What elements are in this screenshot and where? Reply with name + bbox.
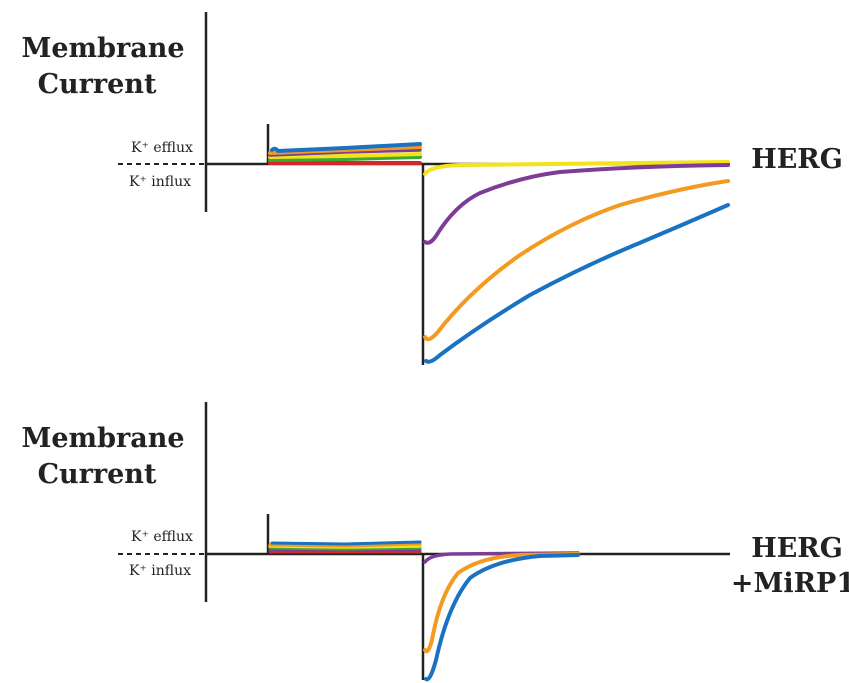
tail-trace-orange xyxy=(423,552,580,654)
step-trace-green xyxy=(268,155,422,162)
condition-label: HERG xyxy=(751,144,843,175)
condition-label-line1: HERG xyxy=(751,533,843,564)
step-trace-blue xyxy=(270,540,422,546)
tail-trace-purple xyxy=(423,163,730,245)
tail-trace-blue xyxy=(424,553,580,682)
condition-label-line2: +MiRP1 xyxy=(731,568,849,599)
panel-herg-mirp1: Membrane Current K⁺ efflux K⁺ influx HER… xyxy=(21,402,849,682)
tail-trace-blue xyxy=(424,203,730,364)
tail-trace-orange xyxy=(423,179,730,342)
step-trace-blue xyxy=(270,142,422,153)
influx-label: K⁺ influx xyxy=(129,174,191,190)
efflux-label: K⁺ efflux xyxy=(131,529,193,545)
ylabel-line1: Membrane xyxy=(21,33,184,64)
tail-trace-purple xyxy=(423,551,580,564)
tail-trace-yellow xyxy=(423,160,730,176)
step-trace-yellow xyxy=(268,152,422,159)
efflux-label: K⁺ efflux xyxy=(131,140,193,156)
ylabel-line2: Current xyxy=(38,69,157,100)
panel-herg: Membrane Current K⁺ efflux K⁺ influx HER… xyxy=(21,12,843,365)
step-trace-orange xyxy=(268,542,422,548)
ylabel-line2: Current xyxy=(38,459,157,490)
influx-label: K⁺ influx xyxy=(129,563,191,579)
step-trace-green xyxy=(268,546,422,551)
ylabel-line1: Membrane xyxy=(21,423,184,454)
